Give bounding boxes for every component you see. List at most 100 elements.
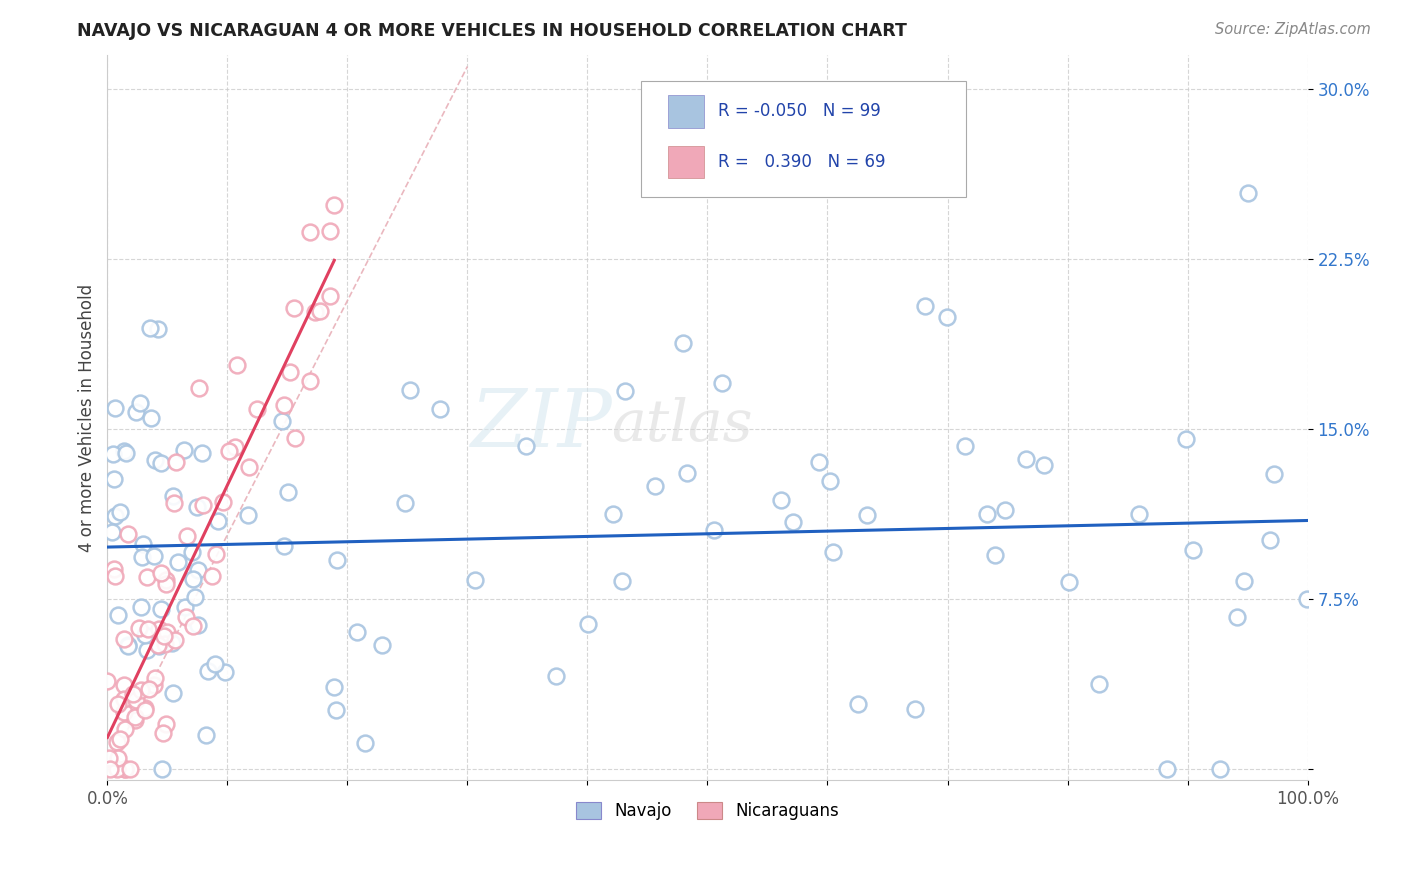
Point: [149, 566, 172, 581]
Point: [100, 525, 122, 540]
Point: [142, 549, 165, 564]
Point: [181, 572, 204, 586]
Point: [131, 550, 153, 565]
Point: [162, 489, 184, 503]
Point: [399, 383, 422, 397]
Point: [104, 401, 127, 416]
Point: [114, 762, 136, 776]
Point: [1057, 574, 1080, 589]
Point: [319, 289, 342, 303]
Point: [238, 508, 260, 523]
Point: [105, 762, 128, 776]
Point: [129, 599, 152, 614]
Point: [671, 336, 693, 351]
Point: [846, 698, 869, 712]
Point: [124, 713, 146, 727]
Point: [150, 762, 173, 776]
Point: [125, 405, 148, 419]
Point: [277, 485, 299, 500]
Point: [103, 562, 125, 576]
Point: [112, 692, 135, 706]
Point: [191, 446, 214, 460]
Point: [546, 669, 568, 683]
Point: [112, 443, 135, 458]
Point: [903, 702, 925, 716]
Point: [103, 447, 125, 461]
Point: [117, 639, 139, 653]
Point: [124, 710, 146, 724]
Point: [211, 494, 233, 508]
Point: [184, 591, 207, 605]
Point: [128, 621, 150, 635]
Point: [326, 553, 349, 567]
Point: [1209, 762, 1232, 776]
Point: [134, 703, 156, 717]
Point: [769, 493, 792, 508]
Point: [284, 431, 307, 445]
Point: [107, 607, 129, 622]
Point: [148, 622, 170, 636]
Point: [1263, 467, 1285, 481]
Point: [145, 453, 167, 467]
FancyBboxPatch shape: [668, 145, 704, 178]
Point: [114, 445, 136, 459]
Point: [97, 751, 120, 765]
Point: [218, 444, 240, 458]
Point: [207, 514, 229, 528]
Point: [104, 509, 127, 524]
Point: [146, 639, 169, 653]
Point: [325, 703, 347, 717]
Point: [855, 508, 877, 523]
Point: [155, 573, 177, 587]
Point: [1156, 762, 1178, 776]
Point: [186, 500, 208, 515]
Point: [703, 523, 725, 537]
Point: [224, 441, 246, 455]
Point: [187, 563, 209, 577]
Point: [246, 402, 269, 417]
Point: [117, 638, 139, 652]
Point: [181, 618, 204, 632]
Point: [96, 673, 118, 688]
Point: [176, 528, 198, 542]
Point: [142, 678, 165, 692]
Point: [955, 438, 977, 452]
Point: [273, 539, 295, 553]
Point: [153, 629, 176, 643]
Point: [107, 697, 129, 711]
Point: [155, 716, 177, 731]
Point: [429, 401, 451, 416]
Legend: Navajo, Nicaraguans: Navajo, Nicaraguans: [569, 795, 845, 826]
Point: [782, 515, 804, 529]
Point: [1258, 533, 1281, 547]
Point: [353, 736, 375, 750]
Point: [136, 570, 159, 584]
Point: [983, 549, 1005, 563]
Point: [214, 665, 236, 679]
Point: [644, 479, 666, 493]
Point: [181, 544, 204, 558]
Point: [821, 545, 844, 559]
Point: [122, 687, 145, 701]
Point: [136, 622, 159, 636]
Point: [112, 678, 135, 692]
Point: [283, 301, 305, 316]
Text: R =   0.390   N = 69: R = 0.390 N = 69: [718, 153, 886, 170]
Point: [1033, 458, 1056, 472]
Point: [114, 723, 136, 737]
Point: [1088, 677, 1111, 691]
Point: [1226, 610, 1249, 624]
Point: [148, 640, 170, 654]
Point: [278, 365, 301, 379]
FancyBboxPatch shape: [641, 80, 966, 196]
FancyBboxPatch shape: [668, 95, 704, 128]
Point: [1128, 507, 1150, 521]
Point: [188, 381, 211, 395]
Text: atlas: atlas: [612, 397, 754, 453]
Point: [914, 299, 936, 313]
Point: [118, 762, 141, 776]
Point: [112, 706, 135, 720]
Point: [820, 474, 842, 488]
Point: [149, 602, 172, 616]
Point: [105, 734, 128, 748]
